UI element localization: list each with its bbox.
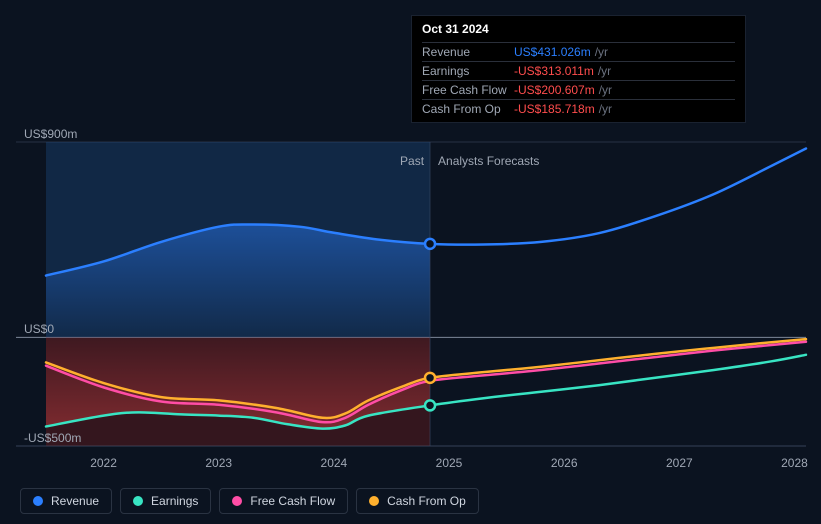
legend-dot-icon: [232, 496, 242, 506]
tooltip-row-value: US$431.026m: [514, 45, 591, 59]
x-axis-label: 2026: [551, 456, 578, 470]
tooltip-row: Free Cash Flow-US$200.607m/yr: [422, 80, 735, 99]
tooltip-row-unit: /yr: [595, 45, 608, 59]
chart-legend: Revenue Earnings Free Cash Flow Cash From O…: [20, 488, 479, 514]
legend-label: Revenue: [51, 494, 99, 508]
legend-label: Cash From Op: [387, 494, 466, 508]
x-axis-label: 2028: [781, 456, 808, 470]
tooltip-row-label: Free Cash Flow: [422, 83, 514, 97]
tooltip-row: RevenueUS$431.026m/yr: [422, 42, 735, 61]
tooltip-row: Cash From Op-US$185.718m/yr: [422, 99, 735, 118]
tooltip-row-label: Cash From Op: [422, 102, 514, 116]
x-axis-label: 2027: [666, 456, 693, 470]
y-axis-label: US$0: [24, 322, 54, 336]
legend-item[interactable]: Cash From Op: [356, 488, 479, 514]
legend-item[interactable]: Earnings: [120, 488, 211, 514]
tooltip-row-unit: /yr: [599, 102, 612, 116]
y-axis-label: -US$500m: [24, 431, 81, 445]
tooltip-row-value: -US$185.718m: [514, 102, 595, 116]
legend-dot-icon: [133, 496, 143, 506]
legend-dot-icon: [33, 496, 43, 506]
phase-label-future: Analysts Forecasts: [438, 154, 539, 168]
phase-label-past: Past: [400, 154, 424, 168]
data-tooltip: Oct 31 2024 RevenueUS$431.026m/yrEarning…: [411, 15, 746, 123]
tooltip-row-label: Earnings: [422, 64, 514, 78]
x-axis-label: 2023: [205, 456, 232, 470]
legend-dot-icon: [369, 496, 379, 506]
tooltip-row-value: -US$313.011m: [514, 64, 594, 78]
legend-item[interactable]: Revenue: [20, 488, 112, 514]
legend-label: Free Cash Flow: [250, 494, 335, 508]
x-axis-label: 2024: [321, 456, 348, 470]
tooltip-row-unit: /yr: [599, 83, 612, 97]
y-axis-label: US$900m: [24, 127, 77, 141]
x-axis-label: 2025: [436, 456, 463, 470]
x-axis-label: 2022: [90, 456, 117, 470]
legend-item[interactable]: Free Cash Flow: [219, 488, 348, 514]
tooltip-row-value: -US$200.607m: [514, 83, 595, 97]
financial-forecast-chart: US$900m US$0 -US$500m 2022 2023 2024 2025 2026…: [0, 0, 821, 524]
tooltip-row-unit: /yr: [598, 64, 611, 78]
tooltip-row: Earnings-US$313.011m/yr: [422, 61, 735, 80]
tooltip-row-label: Revenue: [422, 45, 514, 59]
legend-label: Earnings: [151, 494, 198, 508]
tooltip-date: Oct 31 2024: [422, 22, 735, 40]
